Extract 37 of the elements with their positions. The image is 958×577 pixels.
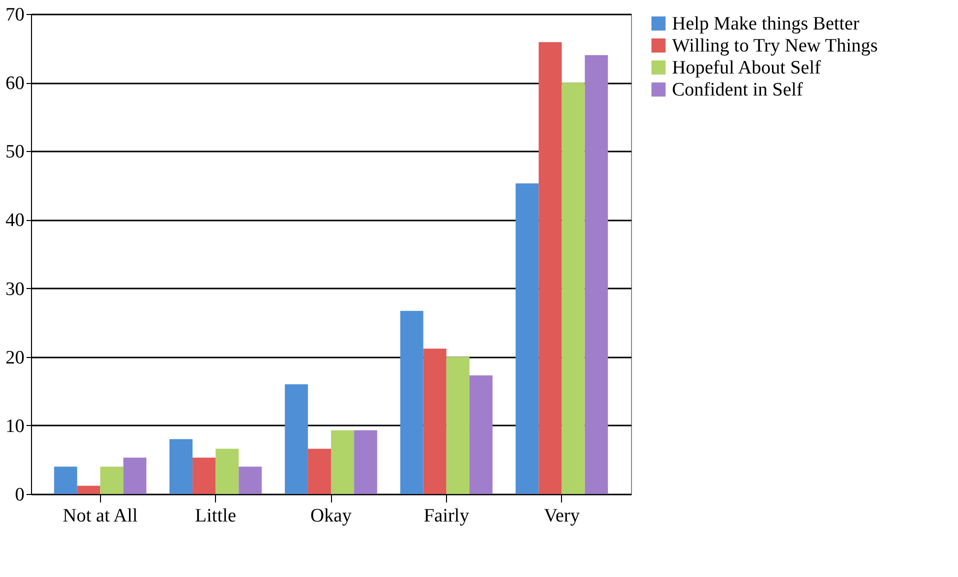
bar xyxy=(77,486,100,494)
bar xyxy=(446,356,470,494)
bar xyxy=(562,82,585,494)
bar xyxy=(308,448,331,494)
x-tick-label: Fairly xyxy=(424,506,470,526)
x-tick-label: Very xyxy=(544,506,580,526)
y-tick-label: 20 xyxy=(6,347,24,368)
legend-label: Confident in Self xyxy=(672,80,804,100)
bar xyxy=(331,430,354,494)
legend-label: Help Make things Better xyxy=(672,14,860,34)
y-tick-label: 50 xyxy=(6,142,24,163)
bar xyxy=(192,458,216,494)
bar xyxy=(216,448,239,494)
y-tick-label: 40 xyxy=(6,210,24,232)
legend-label: Hopeful About Self xyxy=(672,58,822,78)
y-tick-label: 60 xyxy=(6,73,24,94)
x-tick-label: Not at All xyxy=(62,506,138,526)
bar xyxy=(469,375,493,494)
bar xyxy=(100,466,124,494)
y-tick-label: 0 xyxy=(15,484,24,506)
x-tick-label: Little xyxy=(195,506,236,526)
bar xyxy=(238,466,262,494)
bar xyxy=(516,183,539,494)
bar xyxy=(123,458,146,494)
legend-label: Willing to Try New Things xyxy=(672,36,878,56)
bar xyxy=(538,42,562,494)
bar xyxy=(284,384,308,494)
y-tick-label: 30 xyxy=(6,278,24,300)
bar xyxy=(423,348,446,494)
y-tick-label: 10 xyxy=(6,416,24,437)
bar xyxy=(169,439,193,494)
bar xyxy=(584,55,608,494)
bar xyxy=(354,430,378,494)
x-tick-label: Okay xyxy=(310,506,352,526)
bar xyxy=(400,310,424,494)
y-tick-label: 70 xyxy=(6,4,24,26)
bar xyxy=(54,466,78,494)
